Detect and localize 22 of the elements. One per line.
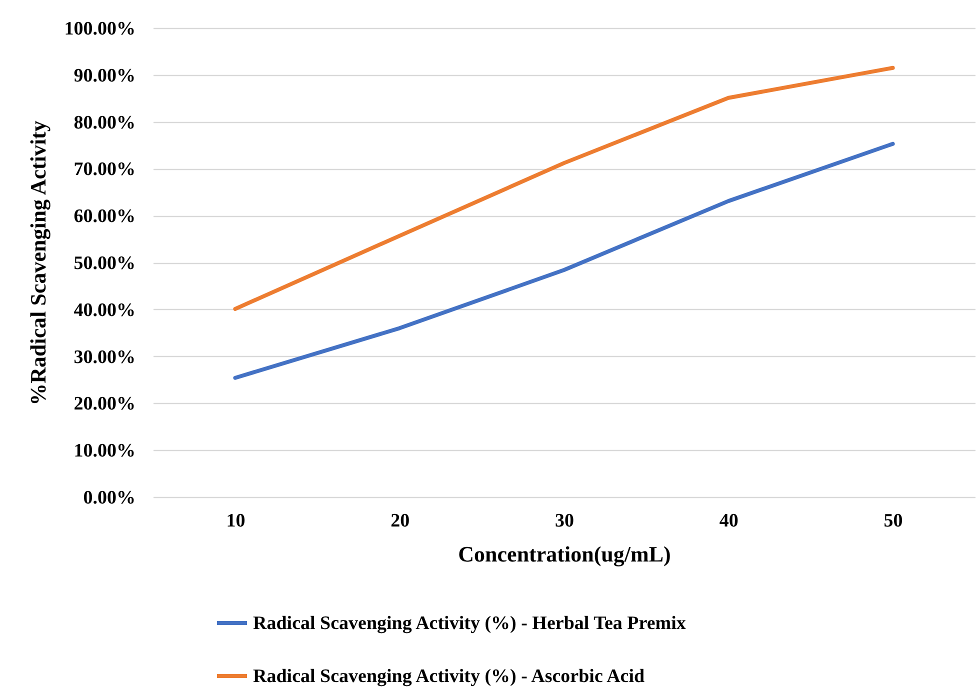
y-tick-label: 70.00% <box>74 159 136 180</box>
y-tick-label: 10.00% <box>74 440 136 462</box>
y-tick-label: 30.00% <box>74 346 136 368</box>
legend-label: Radical Scavenging Activity (%) - Ascorbic Acid <box>253 666 646 687</box>
x-tick-label: 30 <box>555 510 574 532</box>
x-axis-title: Concentration(ug/mL) <box>458 542 671 566</box>
y-tick-label: 100.00% <box>64 18 136 40</box>
y-tick-label: 80.00% <box>74 112 136 134</box>
legend-label: Radical Scavenging Activity (%) - Herbal Tea Premix <box>253 613 686 634</box>
x-tick-label: 40 <box>719 510 738 532</box>
y-tick-label: 90.00% <box>74 65 136 86</box>
line-series <box>233 66 895 311</box>
x-tick-label: 20 <box>390 510 410 532</box>
line-series <box>233 142 895 380</box>
y-axis-title: %Radical Scavenging Activity <box>25 120 50 406</box>
y-tick-label: 50.00% <box>74 253 136 274</box>
x-tick-label: 50 <box>884 510 903 532</box>
y-tick-label: 40.00% <box>74 300 136 321</box>
y-tick-label: 0.00% <box>83 488 136 508</box>
y-tick-label: 60.00% <box>74 206 136 228</box>
x-tick-label: 10 <box>226 510 246 532</box>
y-tick-label: 20.00% <box>74 394 136 415</box>
